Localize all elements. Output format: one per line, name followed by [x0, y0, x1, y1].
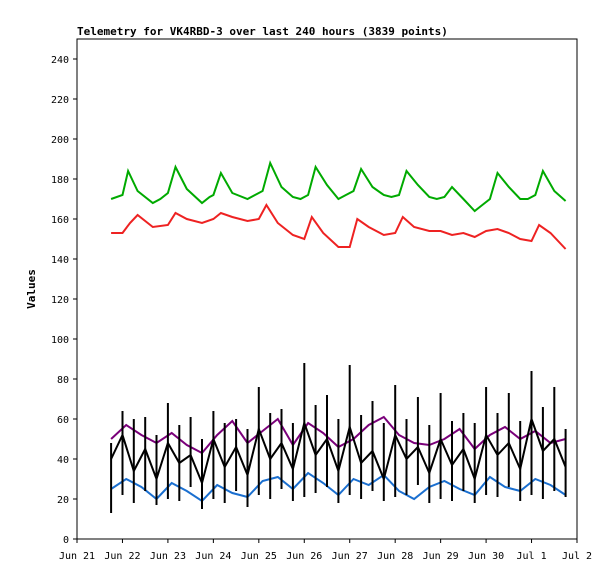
y-tick-label: 80 [57, 375, 69, 386]
x-tick-label: Jun 26 [286, 551, 322, 562]
x-tick-label: Jul 1 [516, 551, 546, 562]
y-tick-label: 0 [63, 535, 69, 546]
y-tick-label: 120 [51, 295, 69, 306]
series-line-0 [110, 160, 567, 213]
y-tick-label: 160 [51, 215, 69, 226]
x-axis: Jun 21 Jun 22 Jun 23 Jun 24 Jun 25 Jun 26 Jun … [59, 539, 592, 562]
x-tick-label: Jun 29 [423, 551, 459, 562]
y-tick-label: 200 [51, 135, 69, 146]
x-tick-label: Jul 2 [562, 551, 592, 562]
y-tick-label: 180 [51, 175, 69, 186]
series-line-1 [111, 203, 567, 250]
x-tick-label: Jun 21 [59, 551, 95, 562]
x-tick-label: Jun 30 [468, 551, 504, 562]
x-tick-label: Jun 24 [195, 551, 231, 562]
y-axis-label: Values [25, 269, 38, 309]
y-tick-label: 100 [51, 335, 69, 346]
y-tick-label: 220 [51, 95, 69, 106]
series-layer [110, 160, 567, 513]
y-tick-label: 20 [57, 495, 69, 506]
x-tick-label: Jun 27 [332, 551, 368, 562]
series-range-4 [110, 363, 567, 513]
chart-title: Telemetry for VK4RBD-3 over last 240 hou… [77, 25, 448, 38]
y-tick-label: 40 [57, 455, 69, 466]
y-tick-label: 240 [51, 55, 69, 66]
y-tick-label: 60 [57, 415, 69, 426]
series-line-4 [110, 415, 567, 487]
y-tick-label: 140 [51, 255, 69, 266]
plot-frame [76, 38, 578, 540]
x-tick-label: Jun 22 [104, 551, 140, 562]
x-tick-label: Jun 28 [377, 551, 413, 562]
y-axis: 0 20 40 60 80 100 120 140 160 180 200 220 240 [51, 55, 77, 546]
x-tick-label: Jun 23 [150, 551, 186, 562]
x-tick-label: Jun 25 [241, 551, 277, 562]
